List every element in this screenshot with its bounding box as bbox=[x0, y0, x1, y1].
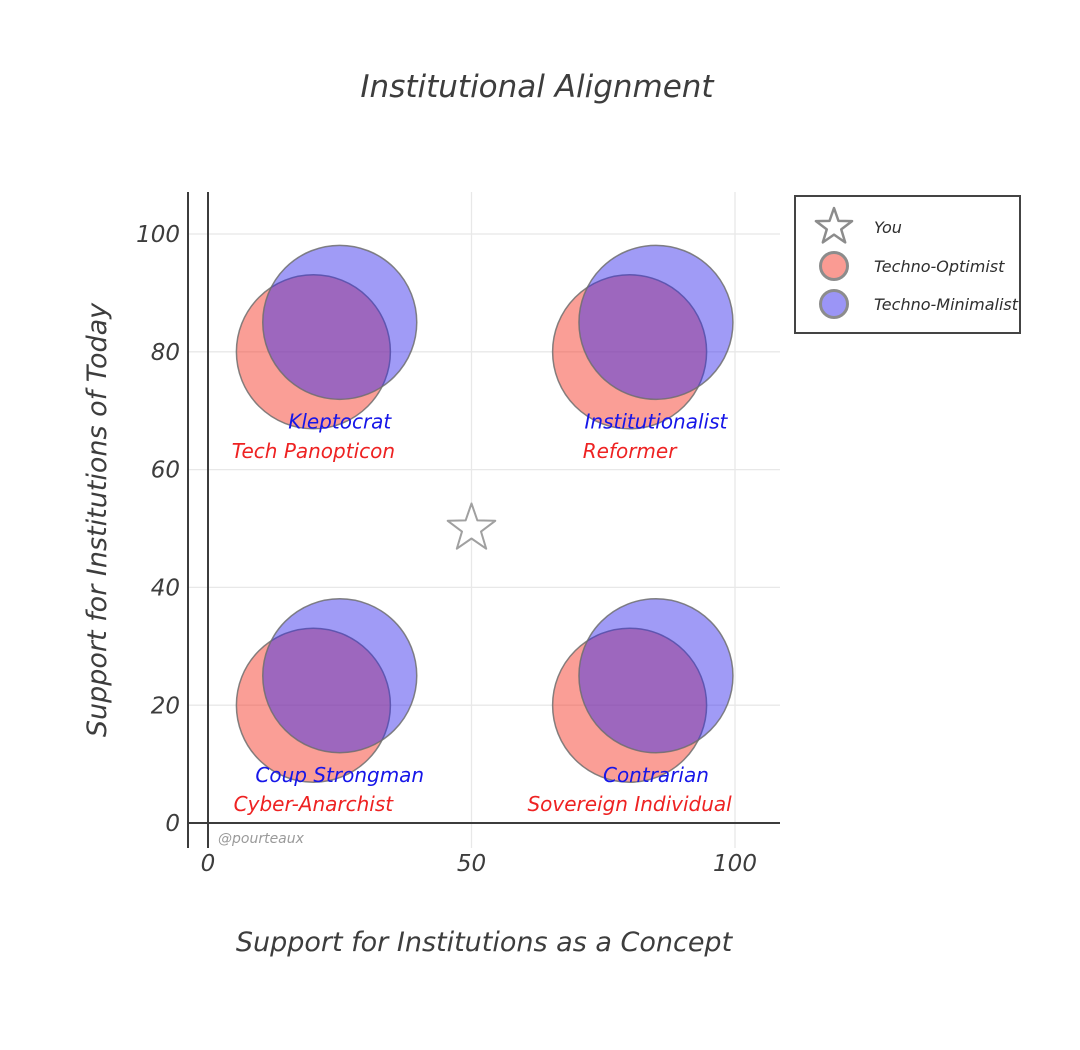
bubble-label: Cyber-Anarchist bbox=[234, 792, 395, 816]
legend: You Techno-Optimist Techno-Minimalist bbox=[794, 195, 1021, 334]
bubble-techno-minimalist[interactable] bbox=[578, 244, 734, 401]
techno-minimalist-icon bbox=[819, 289, 849, 319]
bubble-label: Coup Strongman bbox=[255, 763, 424, 787]
x-axis-title: Support for Institutions as a Concept bbox=[236, 927, 734, 958]
bubble-label: Contrarian bbox=[603, 763, 709, 787]
star-icon bbox=[814, 206, 854, 244]
legend-item-you[interactable]: You bbox=[814, 206, 902, 244]
legend-label-techno-optimist: Techno-Optimist bbox=[874, 257, 1005, 276]
x-tick-label: 100 bbox=[713, 851, 757, 877]
bubble-techno-optimist[interactable] bbox=[551, 627, 708, 783]
y-tick-label: 80 bbox=[151, 340, 180, 366]
bubble-techno-optimist[interactable] bbox=[235, 627, 392, 783]
legend-label-you: You bbox=[874, 218, 902, 237]
bubble-techno-optimist[interactable] bbox=[551, 274, 708, 430]
x-tick-label: 50 bbox=[457, 851, 486, 877]
you-marker-layer bbox=[446, 502, 497, 550]
bubble-label: Institutionalist bbox=[585, 409, 729, 433]
legend-item-techno-optimist[interactable]: Techno-Optimist bbox=[819, 251, 1006, 281]
bubble-techno-minimalist[interactable] bbox=[578, 598, 734, 754]
bubbles-layer bbox=[235, 244, 734, 783]
chart-title: Institutional Alignment bbox=[360, 69, 715, 105]
y-tick-label: 60 bbox=[151, 458, 180, 484]
bubble-label: Kleptocrat bbox=[288, 409, 392, 433]
legend-item-techno-minimalist[interactable]: Techno-Minimalist bbox=[819, 289, 1019, 319]
bubble-labels-layer: Tech Panopticon Reformer Cyber-Anarchist So… bbox=[232, 409, 732, 816]
x-tick-label: 0 bbox=[201, 851, 216, 877]
bubble-label: Tech Panopticon bbox=[232, 439, 395, 463]
tick-labels-layer: 0 20 40 60 80 100 0 50 100 bbox=[136, 222, 757, 877]
legend-label-techno-minimalist: Techno-Minimalist bbox=[874, 295, 1019, 314]
bubble-techno-minimalist[interactable] bbox=[262, 598, 418, 754]
y-tick-label: 100 bbox=[136, 222, 180, 248]
techno-optimist-icon bbox=[819, 251, 849, 281]
axis-lines-layer bbox=[187, 192, 780, 848]
y-tick-label: 40 bbox=[151, 575, 180, 601]
you-star-marker[interactable] bbox=[446, 502, 497, 550]
bubble-techno-minimalist[interactable] bbox=[262, 244, 418, 401]
y-tick-label: 0 bbox=[165, 811, 180, 837]
y-axis-title: Support for Institutions of Today bbox=[82, 302, 113, 737]
bubble-label: Sovereign Individual bbox=[527, 792, 732, 816]
y-tick-label: 20 bbox=[151, 693, 180, 719]
bubble-label: Reformer bbox=[583, 439, 678, 463]
watermark: @pourteaux bbox=[218, 831, 305, 847]
bubble-techno-optimist[interactable] bbox=[235, 274, 392, 430]
